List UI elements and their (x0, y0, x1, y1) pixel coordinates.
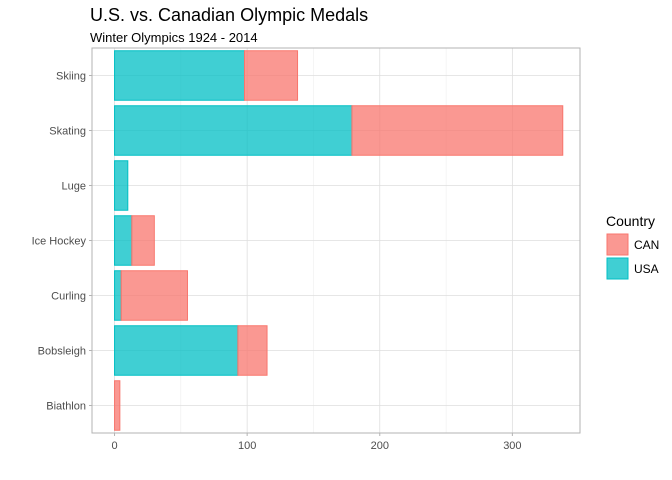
x-tick-label: 300 (503, 440, 521, 452)
legend-key-usa (606, 257, 629, 280)
y-tick-label: Ice Hockey (32, 236, 87, 248)
bar-usa-luge (114, 160, 129, 211)
y-tick-label: Biathlon (46, 401, 86, 413)
chart-title: U.S. vs. Canadian Olympic Medals (90, 5, 369, 25)
chart-subtitle: Winter Olympics 1924 - 2014 (90, 30, 258, 45)
legend-label-can: CAN (634, 238, 659, 252)
bar-can-ice-hockey (131, 215, 155, 266)
y-tick-label: Curling (51, 291, 86, 303)
bar-usa-ice-hockey (114, 215, 133, 266)
legend-title: Country (606, 213, 655, 229)
bar-can-biathlon (114, 380, 121, 431)
x-tick-label: 0 (111, 440, 117, 452)
bar-can-bobsleigh (237, 325, 268, 376)
bar-can-curling (120, 270, 188, 321)
y-tick-label: Skiing (56, 71, 86, 83)
bar-usa-skiing (114, 50, 246, 101)
y-tick-label: Bobsleigh (38, 346, 86, 358)
y-tick-label: Luge (62, 181, 86, 193)
x-tick-label: 100 (238, 440, 256, 452)
legend-key-can (606, 233, 629, 256)
bar-usa-bobsleigh (114, 325, 239, 376)
bar-usa-skating (114, 105, 353, 156)
bar-can-skiing (244, 50, 299, 101)
bar-usa-curling (114, 270, 122, 321)
bar-can-skating (351, 105, 564, 156)
legend-label-usa: USA (634, 262, 659, 276)
y-tick-label: Skating (49, 126, 86, 138)
x-tick-label: 200 (371, 440, 389, 452)
